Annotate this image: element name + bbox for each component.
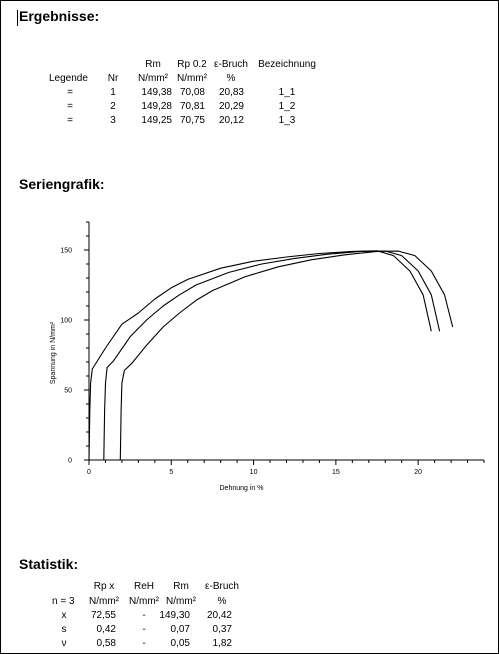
y-tick-label: 150 — [60, 248, 72, 255]
chart-series — [88, 250, 454, 461]
stat-value: 72,55 — [90, 610, 116, 621]
x-tick-label: 5 — [169, 469, 173, 476]
stat-row-label: x — [61, 610, 67, 621]
y-axis-label: Spannung in N/mm² — [50, 321, 57, 384]
statistics-heading: Statistik: — [19, 556, 79, 572]
row-rm: 149,28 — [141, 101, 172, 112]
series-line-2 — [103, 250, 441, 461]
stat-row-label: s — [61, 624, 67, 635]
row-name: 1_2 — [278, 101, 296, 112]
stat-col-rm-unit: N/mm² — [166, 596, 196, 607]
row-nr: 1 — [110, 87, 116, 98]
stat-row-label: ν — [61, 638, 67, 649]
stat-col-rm-label: Rm — [173, 581, 189, 592]
chart-axes — [88, 222, 484, 461]
x-tick-label: 15 — [332, 469, 340, 476]
y-tick-label: 0 — [68, 458, 72, 465]
chart-ticks: 0 5 10 15 20 0 50 100 150 — [60, 221, 485, 476]
col-rm-unit: N/mm² — [138, 73, 168, 84]
row-rp: 70,08 — [179, 87, 205, 98]
col-eps-unit: % — [226, 73, 236, 84]
text-cursor — [17, 10, 18, 26]
col-eps-label: ε-Bruch — [214, 59, 248, 70]
row-name: 1_3 — [278, 115, 296, 126]
stat-value: 0,42 — [96, 624, 116, 635]
stat-value: 0,05 — [170, 638, 190, 649]
stat-value: 0,37 — [212, 624, 232, 635]
legend-header: Legende — [49, 73, 88, 84]
col-rp-label: Rp 0.2 — [177, 59, 207, 70]
x-axis-label: Dehnung in % — [220, 485, 264, 492]
series-line-3 — [119, 250, 454, 461]
row-eps: 20,29 — [218, 101, 244, 112]
row-legend: = — [67, 101, 73, 112]
row-rm: 149,38 — [141, 87, 172, 98]
row-rp: 70,81 — [179, 101, 205, 112]
nr-header: Nr — [107, 73, 119, 84]
y-tick-label: 100 — [60, 318, 72, 325]
stat-col-eps-label: ε-Bruch — [205, 581, 239, 592]
y-tick-label: 50 — [64, 388, 72, 395]
stat-n-label: n = 3 — [52, 596, 75, 607]
stat-value: 149,30 — [159, 610, 190, 621]
stat-col-eps-unit: % — [217, 596, 227, 607]
x-tick-label: 0 — [87, 469, 91, 476]
series-line-1 — [88, 250, 432, 461]
x-tick-label: 20 — [414, 469, 422, 476]
series-heading: Seriengrafik: — [19, 176, 105, 192]
stat-value: 0,07 — [170, 624, 190, 635]
row-legend: = — [67, 115, 73, 126]
stat-value: - — [142, 624, 146, 635]
row-nr: 2 — [110, 101, 116, 112]
row-legend: = — [67, 87, 73, 98]
col-rp-unit: N/mm² — [177, 73, 207, 84]
row-nr: 3 — [110, 115, 116, 126]
results-heading: Ergebnisse: — [19, 8, 100, 24]
stat-value: 1,82 — [212, 638, 232, 649]
row-name: 1_1 — [278, 87, 296, 98]
col-name-label: Bezeichnung — [258, 59, 316, 70]
col-rm-label: Rm — [145, 59, 161, 70]
stat-value: 20,42 — [206, 610, 232, 621]
row-eps: 20,12 — [218, 115, 244, 126]
row-rm: 149,25 — [141, 115, 172, 126]
stat-col-rpx-label: Rp x — [93, 581, 115, 592]
stat-col-rpx-unit: N/mm² — [89, 596, 119, 607]
stat-value: - — [142, 638, 146, 649]
stat-value: - — [142, 610, 146, 621]
x-tick-label: 10 — [250, 469, 258, 476]
row-eps: 20,83 — [218, 87, 244, 98]
stat-col-reh-label: ReH — [133, 581, 154, 592]
stat-col-reh-unit: N/mm² — [129, 596, 159, 607]
row-rp: 70,75 — [179, 115, 205, 126]
stat-value: 0,58 — [96, 638, 116, 649]
